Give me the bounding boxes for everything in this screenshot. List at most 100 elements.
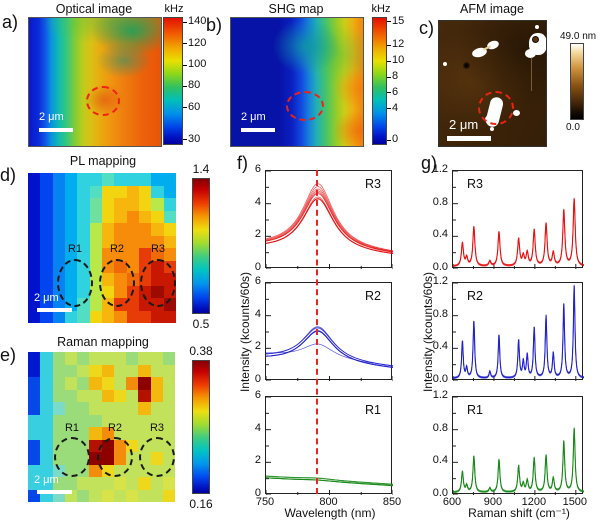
- map-cell: [126, 402, 139, 415]
- x-tick-label: 1500: [562, 496, 588, 508]
- map-cell: [28, 414, 41, 427]
- map-cell: [150, 364, 163, 377]
- pl-colorbar: [192, 178, 210, 314]
- plot-canvas: [452, 396, 584, 496]
- spectrum-curve-R3: [453, 197, 585, 266]
- map-cell: [163, 198, 176, 211]
- map-cell: [28, 364, 41, 377]
- map-cell: [28, 439, 41, 452]
- map-cell: [113, 364, 126, 377]
- panel-letter-f: f): [237, 153, 248, 173]
- map-cell: [138, 235, 152, 248]
- subplot-region-label: R3: [365, 177, 381, 191]
- shg-map-image: 2 μm: [230, 17, 364, 147]
- panel-d-title: PL mapping: [69, 154, 137, 168]
- map-cell: [52, 364, 65, 377]
- roi-circle: [286, 91, 324, 121]
- spectrum-curve-R2: [265, 343, 394, 367]
- scalebar: [37, 490, 72, 494]
- map-cell: [114, 198, 127, 211]
- spectrum-curve-R3: [265, 186, 394, 252]
- subplot-region-label: R1: [467, 403, 483, 417]
- map-cell: [101, 389, 114, 402]
- map-cell: [28, 198, 41, 211]
- region-label-r3: R3: [150, 243, 166, 255]
- afm-image: 2 μm: [438, 20, 547, 147]
- map-cell: [28, 377, 41, 390]
- map-cell: [101, 414, 114, 427]
- map-cell: [89, 489, 102, 502]
- map-cell: [89, 464, 102, 477]
- afm-dark-dot: [532, 36, 539, 43]
- afm-particle: [513, 110, 520, 116]
- spectrum-curve-R3: [265, 183, 394, 251]
- optical-colorbar-unit: kHz: [164, 3, 184, 15]
- map-cell: [28, 402, 41, 415]
- y-tick-label: 0: [254, 487, 261, 499]
- colorbar-tick-label: 15: [392, 14, 405, 27]
- map-cell: [77, 173, 90, 186]
- y-tick-label: 0: [254, 373, 261, 385]
- spectrum-curve-R2: [265, 326, 394, 367]
- roi-circle-r2: [99, 259, 135, 307]
- map-cell: [89, 235, 102, 248]
- y-tick-label: 0.4: [432, 228, 448, 241]
- y-tick-label: 0.4: [432, 454, 448, 467]
- y-tick-label: 0.0: [432, 261, 448, 273]
- map-cell: [138, 173, 152, 186]
- map-cell: [52, 223, 65, 236]
- map-cell: [138, 427, 151, 440]
- g-subplot-R2: R2: [452, 282, 584, 382]
- map-cell: [126, 389, 139, 402]
- colorbar-tick: [387, 139, 391, 141]
- map-cell: [163, 223, 176, 236]
- y-tick-label: 0.0: [432, 487, 448, 499]
- y-tick-label: 1.2: [432, 163, 448, 175]
- map-cell: [64, 223, 78, 236]
- map-cell: [28, 310, 41, 323]
- map-cell: [40, 198, 53, 211]
- map-cell: [162, 377, 175, 390]
- map-cell: [101, 210, 115, 223]
- map-cell: [64, 235, 78, 248]
- map-cell: [113, 489, 126, 502]
- raman-colorbar-min: 0.16: [189, 497, 213, 511]
- shg-colorbar-unit: kHz: [371, 3, 391, 15]
- raman-colorbar-max: 0.38: [189, 344, 213, 358]
- y-tick-label: 2: [254, 454, 261, 467]
- map-cell: [126, 352, 139, 365]
- map-cell: [138, 185, 152, 198]
- panel-c-title: AFM image: [460, 2, 524, 16]
- map-cell: [126, 248, 139, 261]
- map-cell: [77, 364, 90, 377]
- subplot-region-label: R2: [365, 289, 381, 303]
- map-cell: [101, 402, 114, 415]
- map-cell: [113, 389, 126, 402]
- map-cell: [162, 427, 175, 440]
- map-cell: [89, 285, 102, 298]
- map-cell: [101, 185, 115, 198]
- map-cell: [40, 414, 53, 427]
- map-cell: [150, 402, 163, 415]
- map-cell: [126, 298, 139, 311]
- map-cell: [52, 173, 65, 186]
- map-cell: [162, 489, 175, 502]
- spectrum-curve-R1: [265, 475, 394, 485]
- map-cell: [114, 223, 127, 236]
- map-cell: [77, 248, 90, 261]
- map-cell: [64, 248, 78, 261]
- map-cell: [40, 173, 53, 186]
- map-cell: [101, 477, 114, 490]
- afm-colorbar: [570, 43, 584, 120]
- map-cell: [64, 477, 77, 490]
- map-cell: [40, 210, 53, 223]
- colorbar-tick: [387, 76, 391, 78]
- map-cell: [138, 223, 152, 236]
- map-cell: [138, 310, 152, 323]
- colorbar-tick: [183, 43, 187, 45]
- map-cell: [52, 310, 65, 323]
- plot-canvas: [452, 282, 584, 382]
- map-cell: [64, 198, 78, 211]
- map-cell: [89, 298, 102, 311]
